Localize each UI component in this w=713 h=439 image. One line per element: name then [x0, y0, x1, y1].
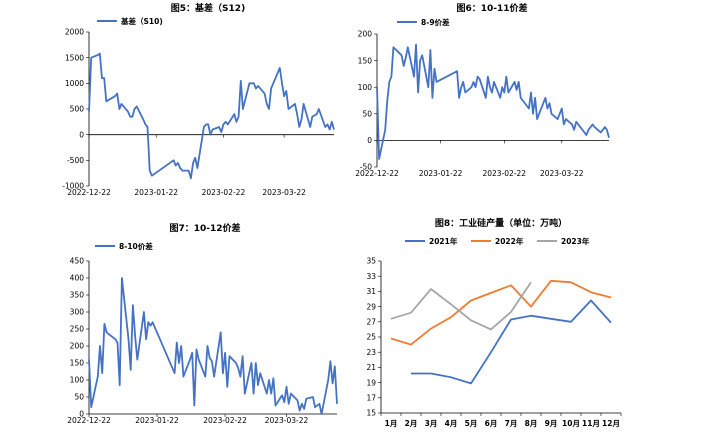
x-tick-label: 2022-12-22	[67, 188, 111, 197]
y-tick-label: 50	[74, 393, 84, 402]
y-tick-label: 0	[79, 410, 84, 419]
x-tick-label: 3月	[425, 419, 438, 428]
y-tick-label: 17	[366, 394, 376, 403]
y-tick-label: 31	[366, 287, 376, 296]
x-tick-label: 2023-03-22	[540, 169, 584, 178]
chart-panel-3: 图7：10-12价差 2022-12-22 2023-01-22 2023-02-22…	[67, 222, 338, 425]
legend-label: 2022年	[495, 236, 524, 246]
series-line-1	[88, 277, 338, 415]
y-tick-label: 200	[70, 342, 85, 351]
x-tick-label: 11月	[582, 419, 600, 428]
x-tick-label: 2023-02-22	[203, 416, 247, 425]
legend: 8-10价差	[95, 241, 153, 251]
x-tick-label: 2月	[405, 419, 418, 428]
y-tick-label: -50	[360, 163, 372, 172]
x-tick-label: 1月	[385, 419, 398, 428]
chart-title: 图6：10-11价差	[456, 2, 527, 14]
x-tick-label: 2023-03-22	[265, 416, 309, 425]
y-tick-label: 2000	[65, 28, 84, 37]
y-tick-label: 450	[70, 257, 85, 266]
x-tick-label: 2023-02-22	[482, 169, 526, 178]
x-tick-label: 2023-01-22	[419, 169, 463, 178]
chart-title: 图5：基差（S12)	[171, 2, 245, 14]
x-tick-label: 7月	[505, 419, 518, 428]
y-tick-label: 27	[366, 318, 376, 327]
y-tick-label: 150	[358, 56, 373, 65]
y-tick-label: 100	[358, 83, 373, 92]
y-tick-label: 33	[366, 272, 376, 281]
legend: 2021年 2022年 2023年	[405, 236, 590, 246]
y-tick-label: 15	[366, 409, 376, 418]
y-tick-label: 25	[366, 333, 376, 342]
y-tick-label: 21	[366, 363, 376, 372]
y-tick-label: 300	[70, 308, 85, 317]
legend-label: 8-9价差	[421, 17, 450, 27]
legend-label: 2023年	[561, 236, 590, 246]
y-tick-label: 1500	[65, 53, 84, 62]
y-tick-label: -1000	[62, 182, 84, 191]
y-tick-label: 29	[366, 302, 376, 311]
legend-label: 8-10价差	[119, 241, 153, 251]
series-line-1	[88, 52, 335, 180]
x-tick-label: 2023-01-22	[134, 188, 178, 197]
chart-panel-1: 图5：基差（S12) 2022-12-22 2023-01-22 2023-02-22…	[62, 2, 335, 197]
y-tick-label: 0	[367, 136, 372, 145]
y-tick-label: 200	[358, 30, 373, 39]
series-line-2	[390, 279, 612, 346]
chart-title: 图8：工业硅产量（单位：万吨）	[435, 217, 567, 229]
y-tick-label: -500	[67, 156, 84, 165]
legend: 基差（S10)	[97, 16, 163, 26]
y-tick-label: 19	[366, 378, 376, 387]
y-tick-label: 250	[70, 325, 85, 334]
series-line-1	[376, 43, 610, 160]
y-tick-label: 400	[70, 274, 85, 283]
series-line-3	[390, 281, 532, 331]
x-tick-label: 2023-02-22	[202, 188, 246, 197]
x-tick-label: 10月	[562, 419, 580, 428]
legend-label: 2021年	[429, 236, 458, 246]
chart-panel-2: 图6：10-11价差 2022-12-22 2023-01-22 2023-02-22…	[355, 2, 610, 178]
y-tick-label: 500	[70, 105, 85, 114]
x-tick-label: 6月	[485, 419, 498, 428]
chart-title: 图7：10-12价差	[169, 222, 240, 234]
x-tick-label: 2022-12-22	[355, 169, 399, 178]
y-tick-label: 1000	[65, 79, 84, 88]
legend: 8-9价差	[397, 17, 450, 27]
legend-label: 基差（S10)	[120, 16, 163, 26]
chart-panel-4: 图8：工业硅产量（单位：万吨）1月 2月 3月 4月 5月 6月 7月 8月 9月 10月 11月 1…	[366, 217, 622, 428]
x-tick-label: 9月	[545, 419, 558, 428]
x-tick-label: 5月	[465, 419, 478, 428]
y-tick-label: 50	[362, 110, 372, 119]
x-tick-label: 12月	[602, 419, 620, 428]
x-tick-label: 8月	[525, 419, 538, 428]
y-tick-label: 23	[366, 348, 376, 357]
series-line-1	[411, 299, 612, 385]
x-tick-label: 2023-01-22	[135, 416, 179, 425]
x-tick-label: 2022-12-22	[67, 416, 111, 425]
x-tick-label: 2023-03-22	[262, 188, 306, 197]
y-tick-label: 35	[366, 257, 376, 266]
y-tick-label: 350	[70, 291, 85, 300]
x-tick-label: 4月	[445, 419, 458, 428]
y-tick-label: 100	[70, 376, 85, 385]
y-tick-label: 150	[70, 359, 85, 368]
y-tick-label: 0	[79, 130, 84, 139]
